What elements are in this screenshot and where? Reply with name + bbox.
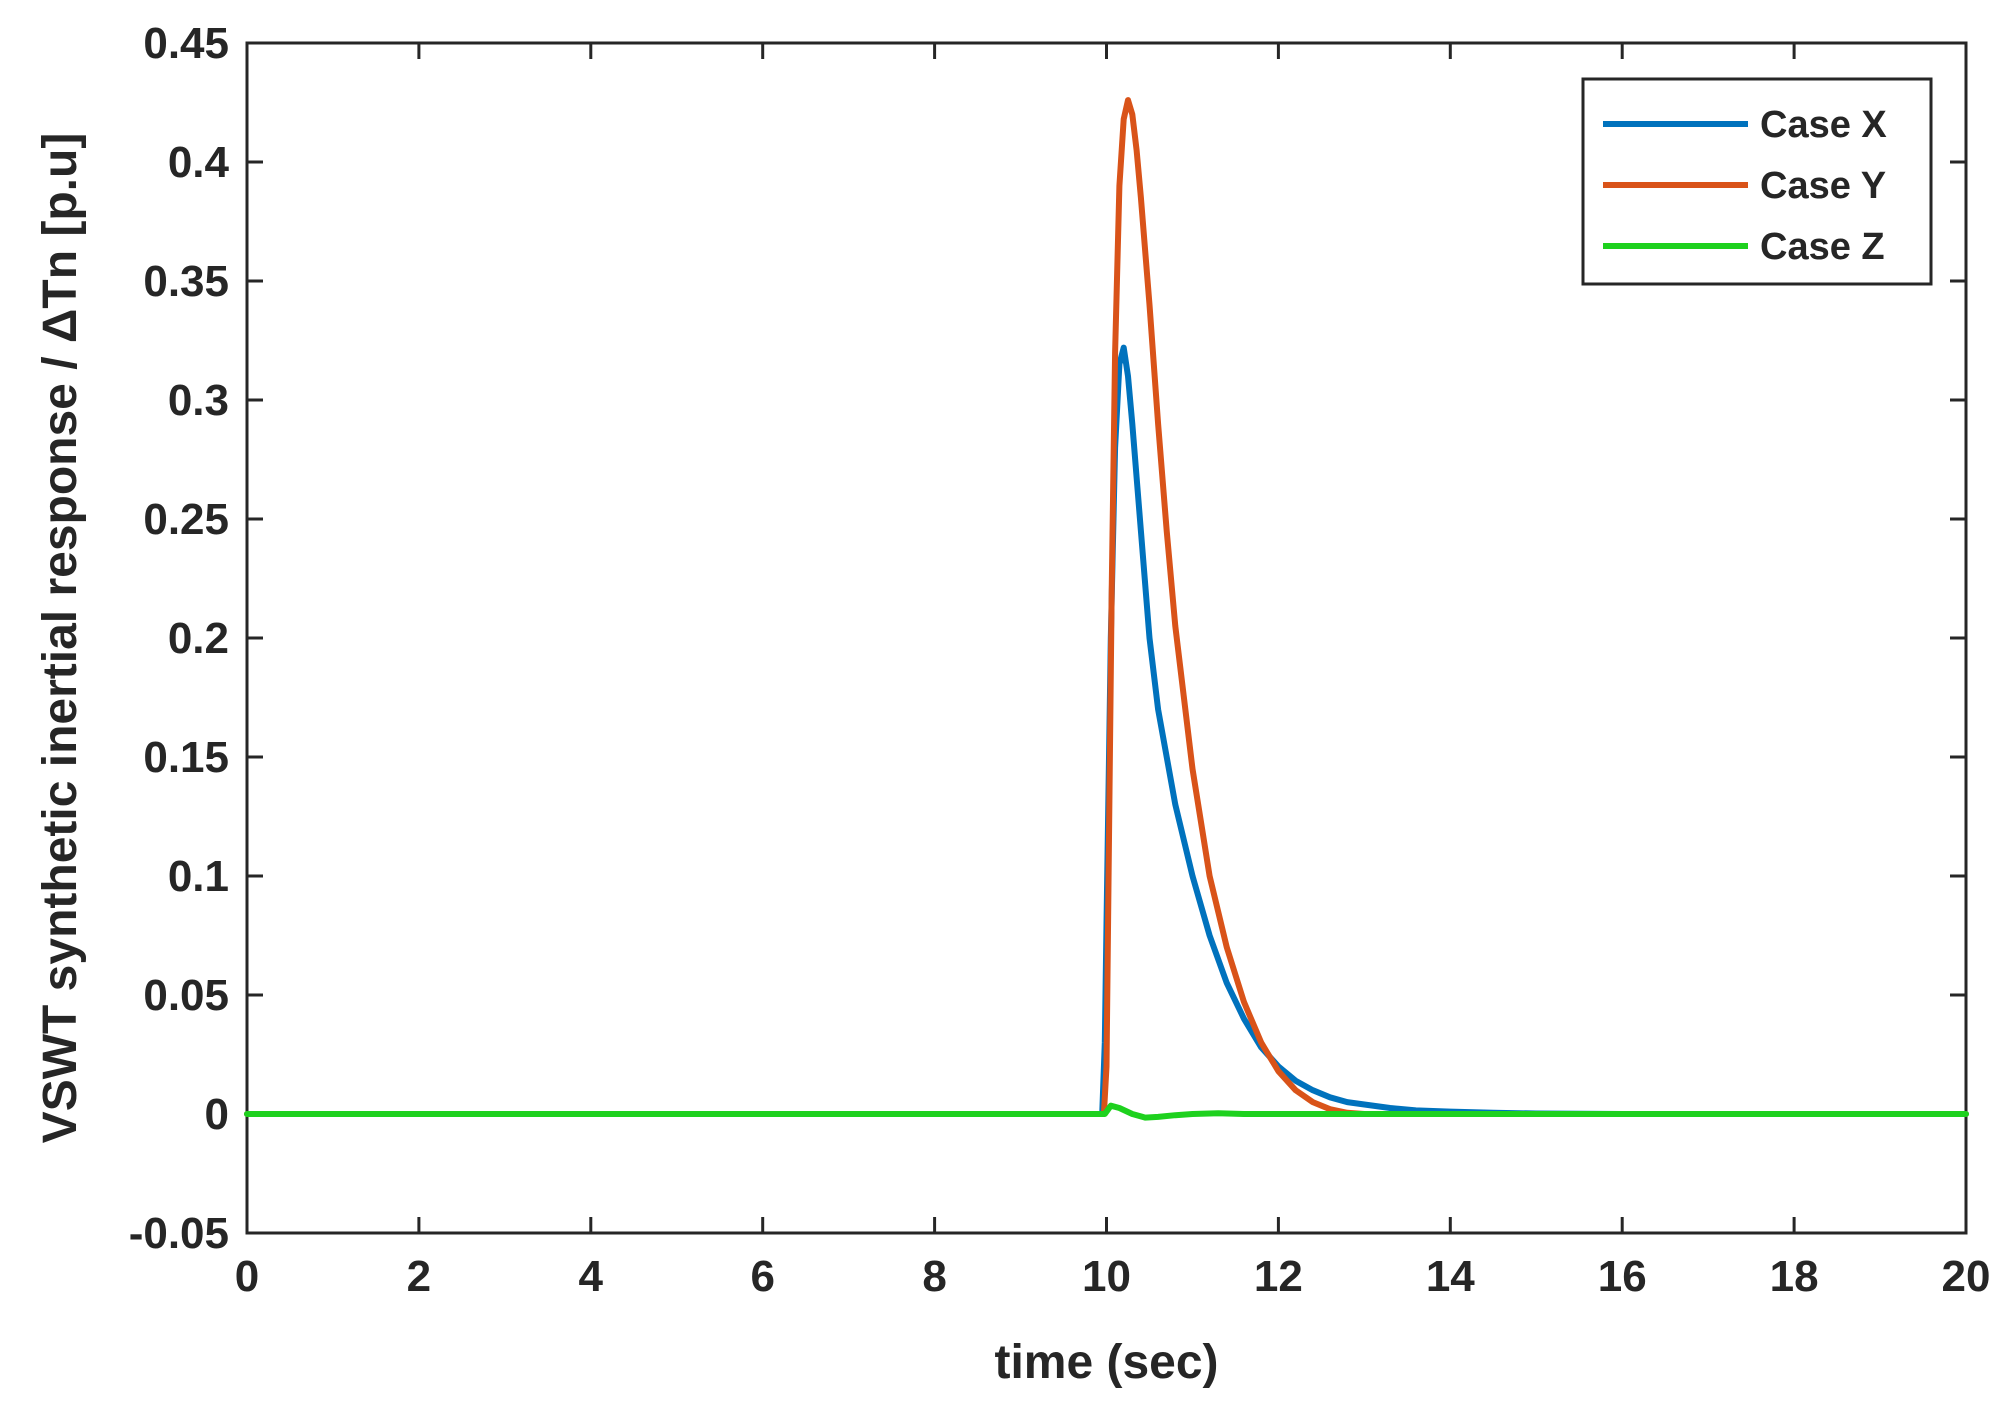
y-tick-label: 0.2 bbox=[168, 614, 229, 663]
y-axis-tick-labels: -0.05 0 0.05 0.1 0.15 0.2 0.25 0.3 0.35 0.4 0.45 bbox=[129, 19, 230, 1258]
y-tick-label: 0.25 bbox=[143, 495, 229, 544]
x-tick-label: 16 bbox=[1598, 1252, 1647, 1301]
x-tick-label: 18 bbox=[1770, 1252, 1819, 1301]
y-tick-label: 0.15 bbox=[143, 733, 229, 782]
x-tick-label: 8 bbox=[922, 1252, 946, 1301]
x-tick-label: 12 bbox=[1254, 1252, 1303, 1301]
x-tick-label: 14 bbox=[1426, 1252, 1475, 1301]
legend: Case X Case Y Case Z bbox=[1581, 77, 1933, 286]
y-tick-label: 0.3 bbox=[168, 376, 229, 425]
y-tick-label: 0.1 bbox=[168, 852, 229, 901]
x-axis-tick-labels: 0 2 4 6 8 10 12 14 16 18 20 bbox=[235, 1252, 1991, 1301]
legend-entry: Case X bbox=[1760, 104, 1887, 146]
x-tick-label: 0 bbox=[235, 1252, 259, 1301]
x-tick-label: 10 bbox=[1082, 1252, 1131, 1301]
legend-box bbox=[1581, 77, 1933, 286]
y-axis-label: VSWT synthetic inertial response / ΔTn [… bbox=[34, 133, 87, 1144]
y-tick-label: 0 bbox=[205, 1090, 229, 1139]
legend-entry: Case Z bbox=[1760, 226, 1885, 268]
x-tick-label: 20 bbox=[1942, 1252, 1991, 1301]
y-tick-label: 0.35 bbox=[143, 257, 229, 306]
x-tick-label: 2 bbox=[407, 1252, 431, 1301]
series-layer bbox=[244, 97, 1969, 1121]
axis-ticks bbox=[245, 41, 1968, 1235]
series-line-case-z bbox=[244, 1102, 1969, 1121]
x-tick-label: 6 bbox=[750, 1252, 774, 1301]
y-tick-label: 0.45 bbox=[143, 19, 229, 68]
y-tick-label: -0.05 bbox=[129, 1209, 229, 1258]
legend-entry: Case Y bbox=[1760, 165, 1886, 207]
x-tick-label: 4 bbox=[579, 1252, 604, 1301]
series-line-case-y bbox=[244, 97, 1969, 1117]
x-axis-label: time (sec) bbox=[994, 1336, 1218, 1389]
y-tick-label: 0.4 bbox=[168, 138, 230, 187]
y-tick-label: 0.05 bbox=[143, 971, 229, 1020]
